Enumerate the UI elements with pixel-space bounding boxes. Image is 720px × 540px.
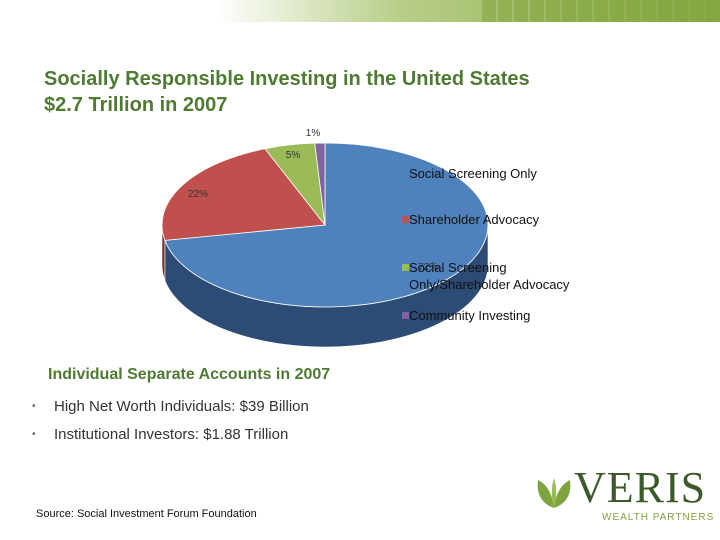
bullet-icon: • — [32, 400, 36, 412]
legend-swatch — [402, 312, 409, 319]
bullet-icon: • — [32, 428, 36, 440]
legend-item: Community Investing — [402, 308, 530, 323]
pie-data-label: 22% — [188, 189, 208, 200]
legend-label: Community Investing — [409, 308, 530, 323]
bullet-list: • High Net Worth Individuals: $39 Billio… — [32, 392, 309, 448]
legend-item: Social Screening Only/Shareholder Advocac… — [402, 260, 570, 292]
legend-item: Social Screening Only — [402, 166, 537, 181]
leaf-icon — [537, 478, 571, 508]
legend-swatch — [402, 264, 409, 271]
legend-swatch — [402, 216, 409, 223]
legend-swatch — [402, 170, 409, 177]
bullet-text: High Net Worth Individuals: $39 Billion — [54, 397, 309, 415]
slide-title: Socially Responsible Investing in the Un… — [44, 66, 530, 118]
pie-data-label: 1% — [306, 128, 321, 139]
pie-slice — [161, 148, 326, 241]
source-note: Source: Social Investment Forum Foundati… — [36, 508, 257, 520]
logo-wordmark: VERIS — [574, 463, 707, 512]
pie-slice — [314, 142, 326, 226]
pie-data-label: 5% — [286, 150, 301, 161]
veris-logo: VERIS WEALTH PARTNERS — [532, 464, 713, 523]
bullet-item: • High Net Worth Individuals: $39 Billio… — [32, 392, 309, 420]
legend-label: Social Screening Only — [409, 166, 537, 181]
legend-label: Social Screening Only/Shareholder Advocac… — [409, 260, 570, 292]
header-gradient-bar — [0, 0, 720, 22]
section-subtitle: Individual Separate Accounts in 2007 — [48, 366, 331, 383]
logo-tagline: WEALTH PARTNERS — [602, 512, 715, 523]
header-decoration — [480, 0, 720, 22]
legend-label: Shareholder Advocacy — [409, 212, 540, 227]
pie-data-label: 72% — [418, 262, 438, 273]
bullet-text: Institutional Investors: $1.88 Trillion — [54, 425, 289, 443]
title-line-1: Socially Responsible Investing in the Un… — [44, 68, 530, 90]
legend-item: Shareholder Advocacy — [402, 212, 540, 227]
bullet-item: • Institutional Investors: $1.88 Trillio… — [32, 420, 309, 448]
title-line-2: $2.7 Trillion in 2007 — [44, 94, 228, 116]
